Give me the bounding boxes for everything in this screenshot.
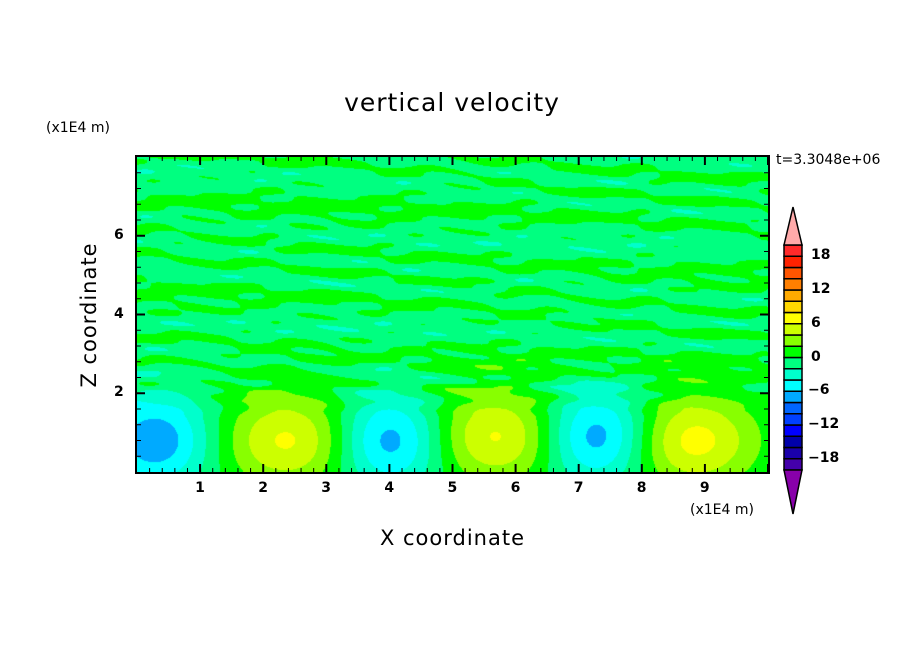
x-tick-label: 3	[321, 480, 332, 496]
colorbar-swatch	[783, 323, 803, 336]
colorbar-swatch	[783, 413, 803, 426]
colorbar-swatch	[783, 390, 803, 404]
x-tick-label: 4	[384, 480, 395, 496]
colorbar-swatch	[783, 311, 803, 325]
colorbar-label: 0	[811, 348, 821, 365]
x-axis-unit: (x1E4 m)	[690, 502, 754, 518]
x-tick-label: 6	[510, 480, 521, 496]
colorbar-swatch	[783, 278, 803, 291]
y-tick-label: 2	[114, 384, 124, 401]
plot-frame	[135, 155, 770, 474]
colorbar-swatch	[783, 300, 803, 314]
colorbar-label: −12	[808, 416, 840, 432]
x-axis-label: X coordinate	[379, 526, 526, 550]
colorbar-swatch	[783, 255, 803, 269]
time-annotation: t=3.3048e+06	[776, 152, 881, 168]
colorbar-swatch	[783, 401, 803, 415]
colorbar-over-arrow	[783, 206, 803, 246]
colorbar-swatch	[783, 424, 803, 437]
colorbar-label: 18	[811, 247, 831, 264]
chart-title: vertical velocity	[344, 88, 560, 117]
x-tick-label: 9	[699, 480, 710, 496]
colorbar-swatch	[783, 334, 803, 347]
colorbar-swatch	[783, 435, 803, 449]
colorbar-swatch	[783, 356, 803, 370]
y-axis-label: Z coordinate	[77, 242, 101, 388]
y-tick-label: 6	[114, 226, 124, 243]
colorbar-label: 6	[811, 314, 821, 331]
x-tick-label: 1	[195, 480, 205, 496]
x-tick-label: 7	[573, 480, 584, 496]
colorbar-label: 12	[811, 281, 831, 297]
y-tick-label: 4	[114, 305, 124, 322]
colorbar-swatch	[783, 446, 803, 460]
colorbar-swatch	[783, 379, 803, 392]
colorbar-swatch	[783, 345, 803, 359]
colorbar-swatch	[783, 289, 803, 302]
colorbar-swatch	[783, 266, 803, 280]
x-tick-label: 5	[447, 480, 458, 496]
x-tick-label: 8	[636, 480, 647, 496]
contour-field	[137, 157, 768, 472]
colorbar-label: −6	[808, 382, 830, 399]
colorbar-label: −18	[808, 449, 840, 466]
colorbar-swatch	[783, 458, 803, 471]
x-tick-label: 2	[258, 480, 268, 496]
y-axis-unit: (x1E4 m)	[46, 120, 110, 136]
colorbar-under-arrow	[783, 469, 803, 515]
colorbar-swatch	[783, 244, 803, 257]
colorbar-swatch	[783, 368, 803, 381]
